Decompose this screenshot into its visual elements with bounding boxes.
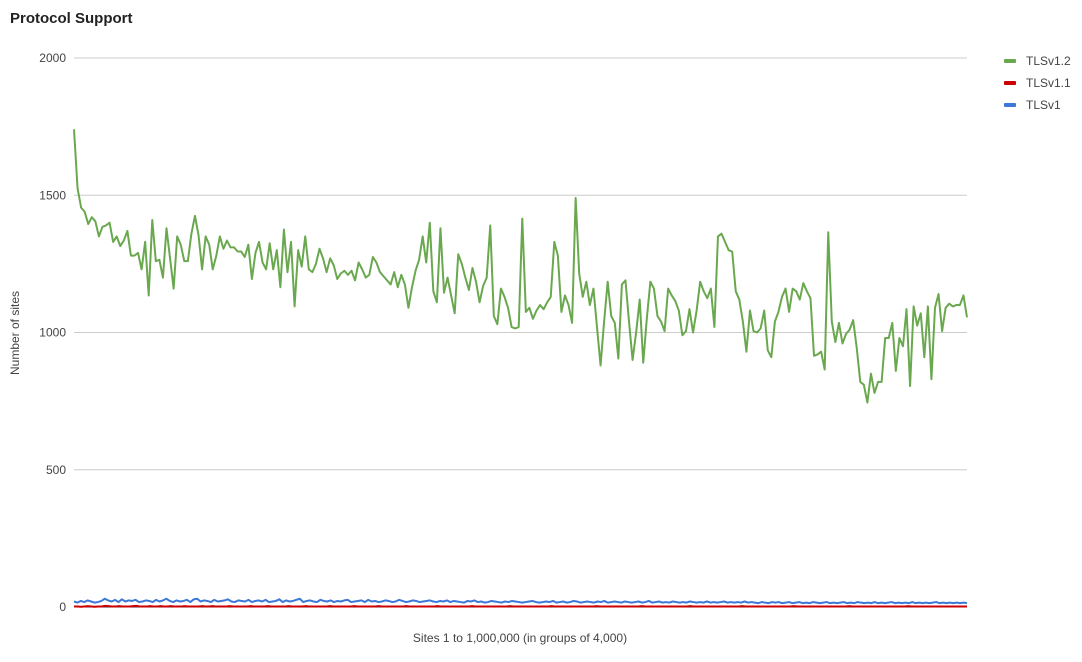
legend-label: TLSv1 bbox=[1026, 98, 1061, 112]
legend-swatch bbox=[1004, 59, 1016, 63]
legend-label: TLSv1.2 bbox=[1026, 54, 1071, 68]
legend-swatch bbox=[1004, 103, 1016, 107]
y-axis-label: Number of sites bbox=[8, 291, 22, 375]
x-axis-label: Sites 1 to 1,000,000 (in groups of 4,000… bbox=[413, 631, 627, 645]
y-tick-label: 2000 bbox=[39, 51, 66, 65]
y-tick-label: 1000 bbox=[39, 326, 66, 340]
y-tick-label: 0 bbox=[59, 600, 66, 614]
series-line-tlsv1-2 bbox=[73, 129, 968, 404]
legend-item: TLSv1.1 bbox=[1004, 72, 1071, 94]
y-tick-label: 500 bbox=[46, 463, 66, 477]
y-tick-label: 1500 bbox=[39, 188, 66, 202]
legend-item: TLSv1.2 bbox=[1004, 50, 1071, 72]
series-lines bbox=[73, 129, 968, 608]
legend: TLSv1.2 TLSv1.1 TLSv1 bbox=[1004, 50, 1071, 116]
series-line-tlsv1 bbox=[73, 597, 968, 605]
legend-item: TLSv1 bbox=[1004, 94, 1071, 116]
chart-title: Protocol Support bbox=[10, 10, 133, 27]
y-axis-ticks: 0 500 1000 1500 2000 bbox=[39, 51, 66, 614]
legend-label: TLSv1.1 bbox=[1026, 76, 1071, 90]
legend-swatch bbox=[1004, 81, 1016, 85]
series-line-tlsv1-1 bbox=[74, 604, 967, 608]
